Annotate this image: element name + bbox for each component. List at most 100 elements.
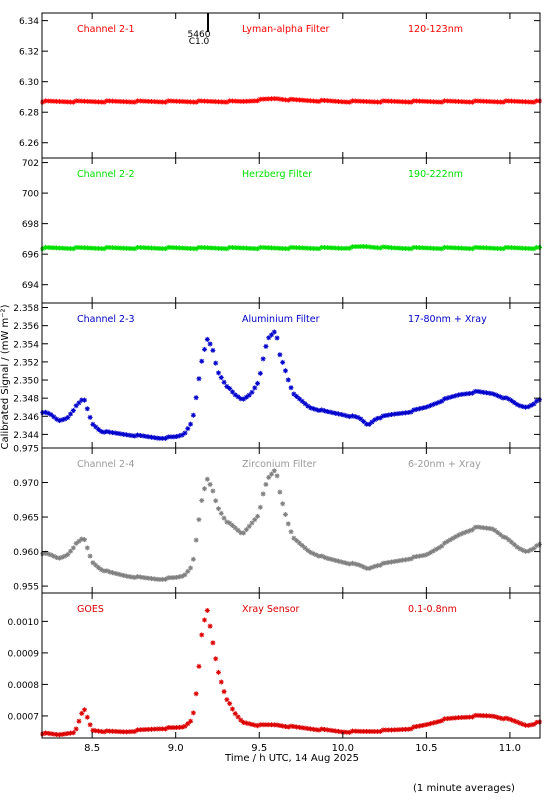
data-point (310, 406, 316, 412)
data-point (149, 245, 155, 251)
data-point (308, 549, 314, 555)
data-point (157, 726, 163, 732)
data-point (182, 99, 188, 105)
y-tick-label: 702 (22, 159, 39, 169)
data-point (176, 98, 182, 104)
data-point (107, 245, 113, 251)
data-point (171, 245, 177, 251)
data-point (439, 99, 445, 105)
data-point (419, 722, 425, 728)
data-point (202, 245, 208, 251)
data-point (213, 99, 219, 105)
panel-frame (41, 592, 541, 739)
data-point (411, 407, 417, 413)
data-point (472, 388, 478, 394)
y-tick-label: 0.955 (13, 583, 39, 593)
data-point (235, 527, 241, 533)
data-point (135, 244, 141, 250)
data-point (316, 246, 322, 252)
data-point (132, 575, 138, 581)
data-point (199, 98, 205, 104)
data-point (274, 722, 280, 728)
data-point (472, 244, 478, 250)
data-point (514, 719, 520, 725)
data-point (112, 728, 118, 734)
data-point (185, 245, 191, 251)
data-point (310, 98, 316, 104)
data-point (428, 403, 434, 409)
data-point (511, 542, 517, 548)
data-point (257, 722, 263, 728)
data-point (42, 409, 48, 415)
panel-channel-2-3: 2.344 2.346 2.348 2.350 2.352 2.354 2.356 2.358… (13, 302, 542, 449)
y-tick-label: 6.28 (19, 109, 39, 119)
data-point (509, 539, 515, 545)
data-point (104, 728, 110, 734)
data-point (464, 99, 470, 105)
y-axis-title: Calibrated Signal / (mW m⁻²) (0, 304, 11, 449)
data-point (299, 725, 305, 731)
data-point (246, 98, 252, 104)
data-point (366, 565, 372, 571)
data-point (62, 553, 68, 559)
data-point (162, 435, 168, 441)
data-point (492, 391, 498, 397)
data-point (369, 728, 375, 734)
data-point (316, 407, 322, 413)
y-tick-label: 6.34 (19, 17, 39, 27)
data-point (495, 714, 501, 720)
y-tick-label: 2.358 (13, 304, 39, 314)
data-point (257, 370, 263, 376)
data-point (151, 245, 157, 251)
data-point (294, 724, 300, 730)
data-point (442, 540, 448, 546)
data-point (405, 556, 411, 562)
data-point (188, 718, 194, 724)
data-point (475, 98, 481, 104)
data-point (433, 99, 439, 105)
data-point (56, 245, 62, 251)
data-point (207, 481, 213, 487)
data-point (129, 99, 135, 105)
data-point (511, 98, 517, 104)
data-point (389, 559, 395, 565)
data-point (260, 356, 266, 362)
channel-label: GOES (77, 604, 104, 615)
data-point (40, 99, 46, 105)
data-point (411, 554, 417, 560)
data-point (467, 528, 473, 534)
data-point (168, 575, 174, 581)
data-point (453, 534, 459, 540)
data-point (483, 390, 489, 396)
data-point (149, 434, 155, 440)
data-point (176, 724, 182, 730)
channel-label: Channel 2-3 (77, 314, 135, 325)
data-point (447, 245, 453, 251)
data-point (76, 98, 82, 104)
data-point (469, 246, 475, 252)
data-point (199, 358, 205, 364)
data-point (188, 421, 194, 427)
data-point (439, 543, 445, 549)
data-point (190, 246, 196, 252)
panel-channel-2-4: 0.955 0.960 0.965 0.970 0.975 Channel 2-4 Zirc… (13, 445, 542, 594)
data-point (76, 718, 82, 724)
data-point (274, 335, 280, 341)
data-point (257, 244, 263, 250)
data-point (450, 245, 456, 251)
data-point (243, 245, 249, 251)
data-point (126, 432, 132, 438)
data-point (422, 722, 428, 728)
data-point (121, 245, 127, 251)
data-point (98, 567, 104, 573)
data-point (352, 728, 358, 734)
data-point (137, 574, 143, 580)
data-point (386, 98, 392, 104)
data-point (185, 426, 191, 432)
data-point (296, 245, 302, 251)
y-tick-label: 6.30 (19, 78, 39, 88)
data-point (414, 245, 420, 251)
data-point (204, 607, 210, 613)
data-point (408, 556, 414, 562)
data-point (129, 433, 135, 439)
